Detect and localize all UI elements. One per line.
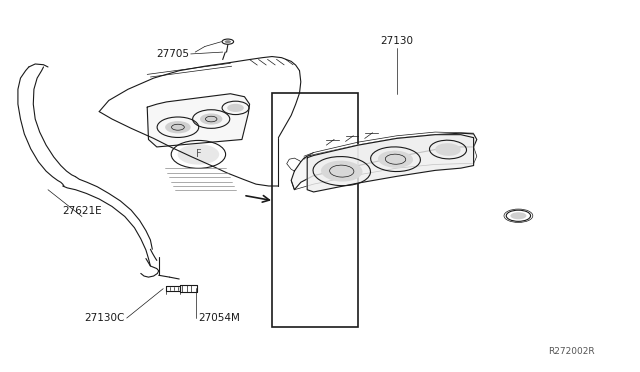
Ellipse shape	[321, 161, 362, 182]
Ellipse shape	[200, 113, 223, 125]
Text: R272002R: R272002R	[548, 347, 595, 356]
Text: 27705: 27705	[156, 49, 189, 59]
Ellipse shape	[378, 151, 413, 168]
Text: 27621E: 27621E	[63, 206, 102, 216]
Text: 27130: 27130	[380, 36, 413, 46]
Bar	[272, 93, 358, 327]
Ellipse shape	[227, 104, 244, 112]
Ellipse shape	[511, 212, 527, 219]
Text: 27130C: 27130C	[84, 313, 125, 323]
Polygon shape	[291, 133, 477, 190]
Polygon shape	[147, 94, 250, 147]
Ellipse shape	[178, 144, 220, 164]
Ellipse shape	[165, 121, 191, 133]
Text: 27054M: 27054M	[198, 313, 240, 323]
Ellipse shape	[435, 143, 461, 156]
Text: F: F	[196, 150, 201, 159]
Polygon shape	[307, 135, 474, 192]
Ellipse shape	[225, 40, 231, 43]
